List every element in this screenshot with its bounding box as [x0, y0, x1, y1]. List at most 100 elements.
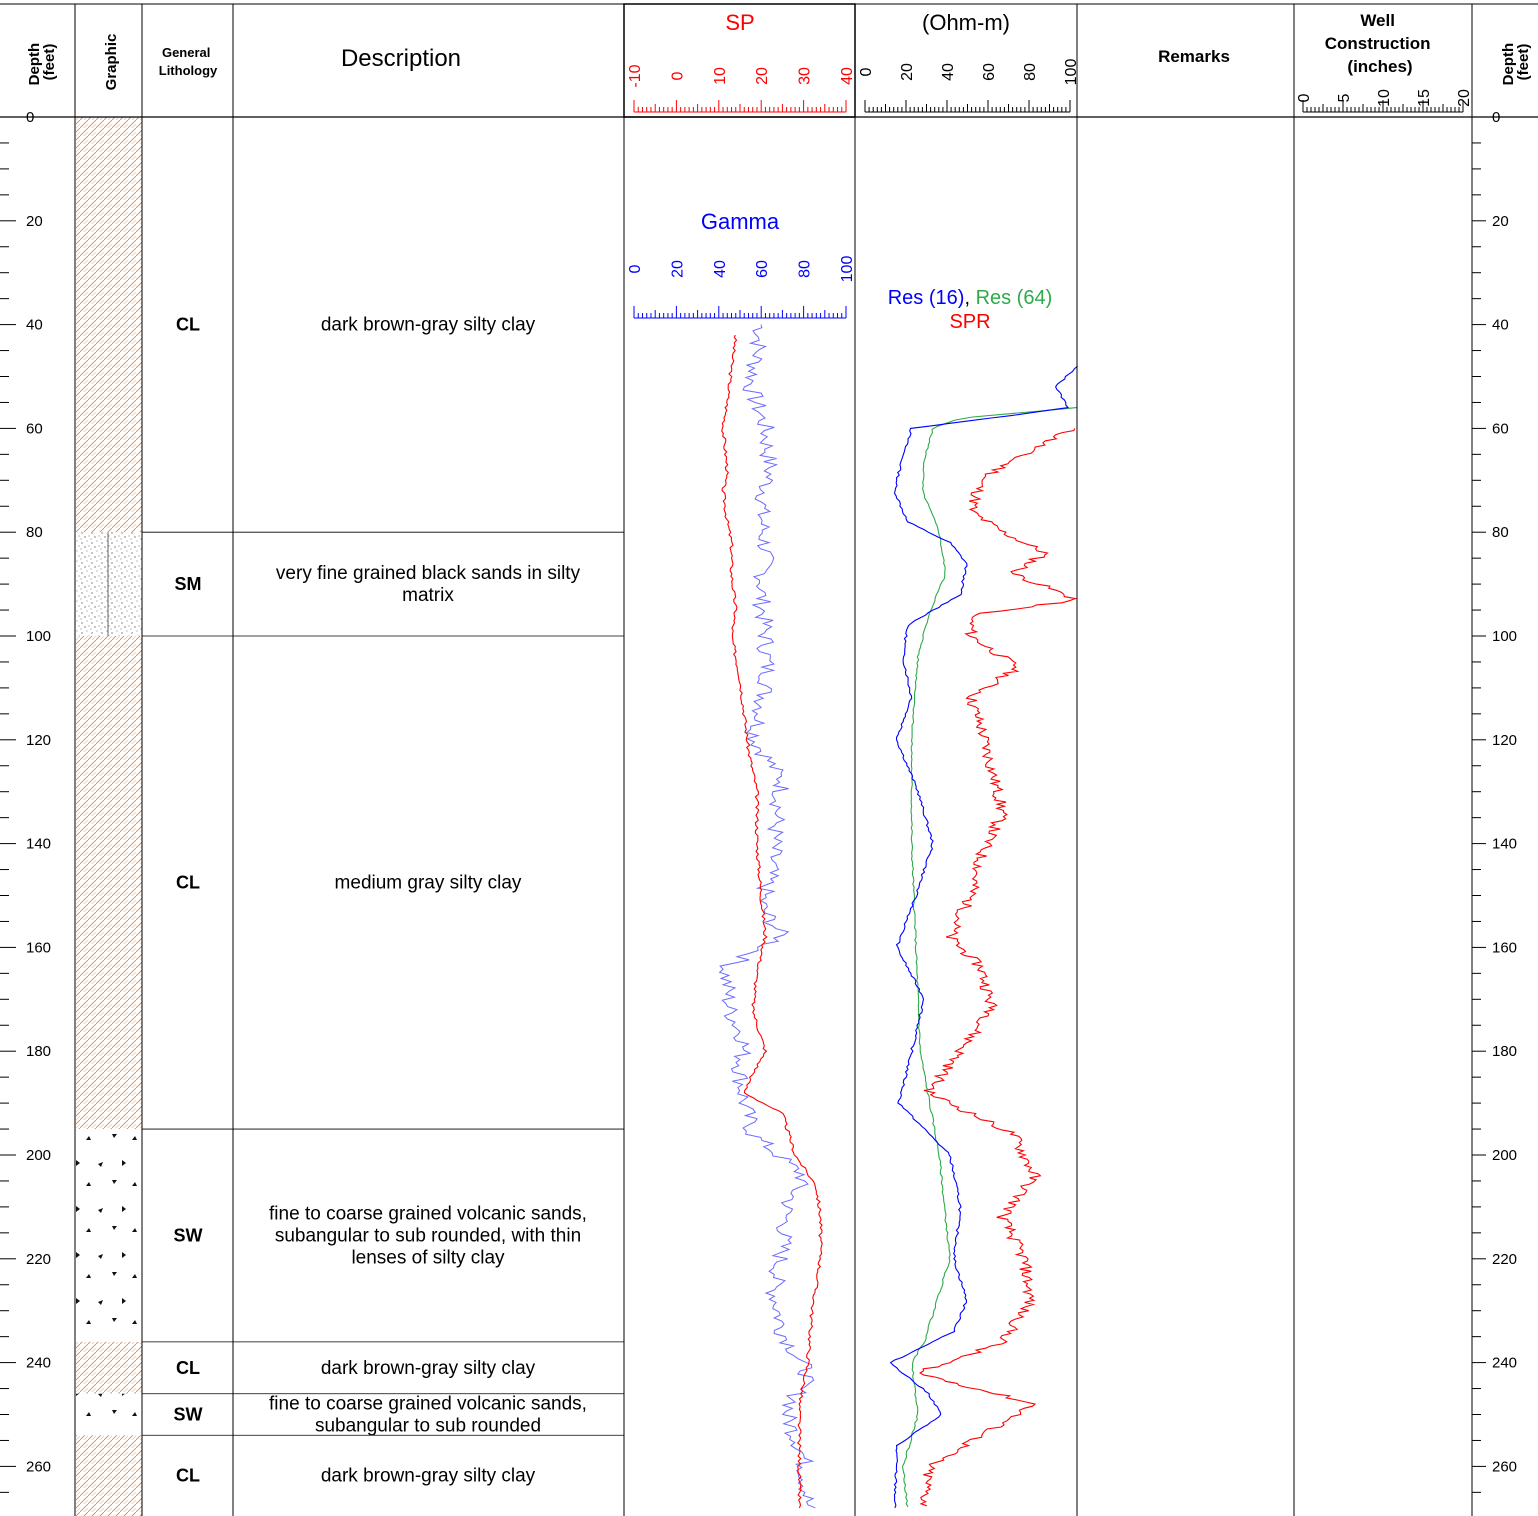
- depth-tick-label-right: 40: [1492, 317, 1509, 334]
- remarks-header: Remarks: [1158, 47, 1230, 66]
- depth-tick-label-right: 240: [1492, 1355, 1517, 1372]
- ohm-axis-tick-label: 100: [1063, 59, 1080, 86]
- depth-tick-label-left: 60: [26, 420, 43, 437]
- unit-description-line: dark brown-gray silty clay: [321, 1466, 536, 1487]
- ohm-axis-tick-label: 20: [899, 63, 916, 81]
- depth-tick-label-left: 100: [26, 628, 51, 645]
- lithology-graphic-column: [76, 117, 142, 1516]
- unit-description-line: dark brown-gray silty clay: [321, 1358, 536, 1379]
- gamma-axis-tick-label: 40: [712, 260, 729, 278]
- lithology-pattern-gravel-sand: [76, 1129, 142, 1342]
- unit-description-line: subangular to sub rounded, with thin: [275, 1225, 581, 1246]
- unit-code: CL: [176, 315, 200, 335]
- lithology-pattern-clay: [76, 117, 142, 533]
- unit-description-line: matrix: [402, 585, 454, 606]
- sp-axis-tick-label: 0: [669, 71, 686, 80]
- unit-description-line: dark brown-gray silty clay: [321, 315, 536, 336]
- legend-res64: Res (64): [976, 287, 1053, 309]
- depth-tick-label-right: 100: [1492, 628, 1517, 645]
- gamma-axis-tick-label: 100: [839, 256, 856, 283]
- depth-tick-label-left: 260: [26, 1458, 51, 1475]
- resistivity-legend: Res (16), Res (64) SPR: [888, 287, 1053, 333]
- gamma-axis-tick-label: 80: [797, 260, 814, 278]
- log-curves: [718, 324, 1078, 1509]
- well-axis-tick-label: 10: [1376, 89, 1393, 107]
- sp-header: SP: [725, 10, 754, 35]
- lithology-pattern-clay: [76, 636, 142, 1130]
- lithology-pattern-silty-sand: [76, 532, 142, 636]
- legend-res16: Res (16): [888, 287, 965, 309]
- gamma-axis-tick-label: 60: [754, 260, 771, 278]
- unit-code: CL: [176, 1466, 200, 1486]
- depth-tick-label-right: 200: [1492, 1147, 1517, 1164]
- ohm-axis-tick-label: 80: [1022, 63, 1039, 81]
- depth-header-left: Depth (feet): [26, 39, 58, 86]
- unit-code: CL: [176, 873, 200, 893]
- well-header: Well Construction (inches): [1325, 11, 1436, 76]
- depth-tick-label-left: 120: [26, 732, 51, 749]
- depth-tick-label-right: 220: [1492, 1251, 1517, 1268]
- well-axis-tick-label: 15: [1416, 89, 1433, 107]
- depth-tick-label-left: 240: [26, 1355, 51, 1372]
- lithology-pattern-gravel-sand: [76, 1393, 142, 1436]
- unit-description-line: lenses of silty clay: [351, 1247, 505, 1268]
- ohm-header: (Ohm-m): [922, 10, 1010, 35]
- unit-code: SW: [174, 1225, 203, 1245]
- sp-axis-tick-label: 30: [797, 67, 814, 85]
- depth-tick-label-left: 160: [26, 939, 51, 956]
- unit-code: CL: [176, 1358, 200, 1378]
- depth-tick-label-right: 160: [1492, 939, 1517, 956]
- depth-tick-label-left: 20: [26, 213, 43, 230]
- gamma-axis-tick-label: 20: [669, 260, 686, 278]
- lithology-pattern-clay: [76, 1435, 142, 1516]
- ohm-axis-tick-label: 40: [940, 63, 957, 81]
- graphic-header: Graphic: [103, 34, 120, 91]
- unit-description-line: subangular to sub rounded: [315, 1416, 541, 1437]
- depth-tick-label-right: 140: [1492, 836, 1517, 853]
- gamma-curve: [718, 324, 816, 1509]
- sp-axis-tick-label: 40: [839, 67, 856, 85]
- svg-text:Res (16), Res (64): Res (16), Res (64): [888, 287, 1053, 309]
- depth-tick-label-right: 180: [1492, 1043, 1517, 1060]
- legend-spr: SPR: [949, 311, 990, 333]
- ohm-axis-tick-label: 0: [858, 67, 875, 76]
- unit-code: SW: [174, 1405, 203, 1425]
- gamma-label: Gamma: [701, 209, 780, 234]
- sp-axis-tick-label: 20: [754, 67, 771, 85]
- lithology-header: General Lithology: [159, 45, 218, 78]
- sp-header-box: [623, 3, 856, 118]
- sp-curve: [721, 334, 823, 1509]
- depth-tick-label-left: 40: [26, 317, 43, 334]
- unit-description-line: very fine grained black sands in silty: [276, 563, 581, 584]
- gamma-title: Gamma: [701, 209, 780, 234]
- res64-curve: [901, 407, 1077, 1508]
- depth-tick-label-left: 140: [26, 836, 51, 853]
- res16-curve: [889, 365, 1078, 1509]
- sp-axis-tick-label: -10: [627, 64, 644, 87]
- depth-tick-label-right: 60: [1492, 420, 1509, 437]
- unit-description-line: medium gray silty clay: [335, 873, 522, 894]
- lithology-pattern-clay: [76, 1341, 142, 1394]
- spr-curve: [919, 428, 1078, 1507]
- depth-tick-label-right: 120: [1492, 732, 1517, 749]
- ohm-axis-tick-label: 60: [981, 63, 998, 81]
- depth-tick-label-left: 200: [26, 1147, 51, 1164]
- depth-tick-label-left: 220: [26, 1251, 51, 1268]
- well-axis-tick-label: 5: [1336, 93, 1353, 102]
- unit-description-line: fine to coarse grained volcanic sands,: [269, 1203, 587, 1224]
- well-axis-tick-label: 0: [1296, 93, 1313, 102]
- unit-code: SM: [175, 574, 202, 594]
- depth-tick-label-left: 80: [26, 524, 43, 541]
- depth-tick-label-left: 0: [26, 109, 34, 126]
- sp-axis-tick-label: 10: [712, 67, 729, 85]
- depth-header-right: Depth (feet): [1500, 39, 1532, 86]
- depth-tick-label-right: 0: [1492, 109, 1500, 126]
- depth-tick-label-right: 80: [1492, 524, 1509, 541]
- column-headers: Depth (feet) Graphic General Lithology D…: [26, 10, 1532, 90]
- description-header: Description: [341, 45, 461, 72]
- depth-tick-label-right: 260: [1492, 1458, 1517, 1475]
- depth-tick-label-right: 20: [1492, 213, 1509, 230]
